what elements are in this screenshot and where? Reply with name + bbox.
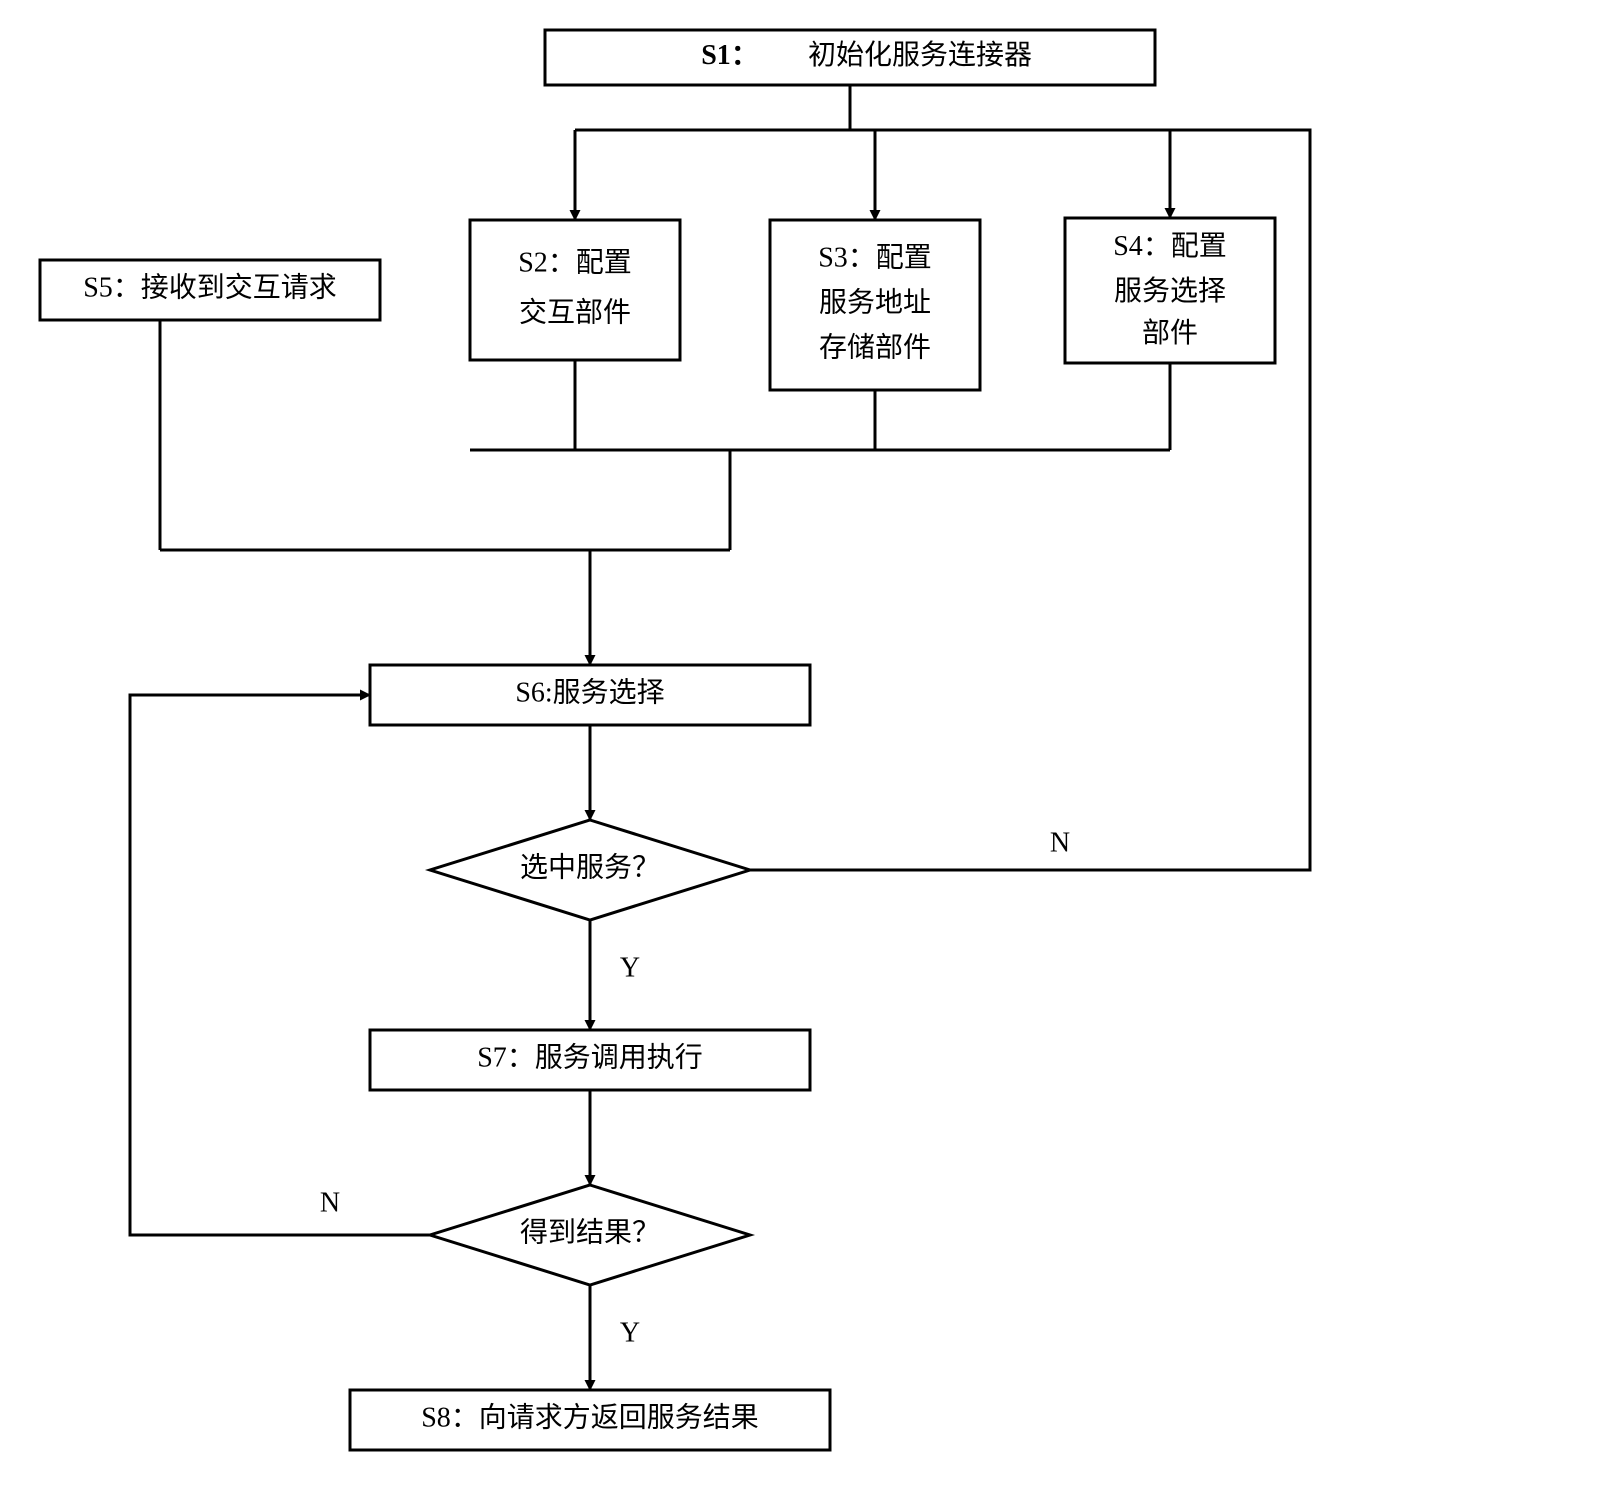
edge-label-d1-n: N	[1050, 827, 1070, 858]
node-text-s1: 初始化服务连接器	[808, 39, 1032, 71]
edge-label-d2-y: Y	[620, 1317, 640, 1348]
edge-label-d2-n: N	[320, 1187, 340, 1218]
node-text-s7: S7：服务调用执行	[477, 1041, 703, 1073]
node-text-s1: S1：	[701, 40, 759, 71]
node-text-s5: S5：接收到交互请求	[83, 271, 337, 303]
edge-d2-n	[130, 695, 430, 1235]
node-s6: S6:服务选择	[370, 665, 810, 725]
node-text-s4: 部件	[1142, 317, 1198, 349]
flowchart-canvas: N Y N Y S1： 初始化服务连接器 S2：配置交互部件 S3：配置服务地址存储部件 S4：…	[0, 0, 1618, 1498]
node-d2: 得到结果？	[430, 1185, 750, 1285]
node-text-s4: 服务选择	[1114, 275, 1226, 307]
node-s5: S5：接收到交互请求	[40, 260, 380, 320]
node-d1: 选中服务？	[430, 820, 750, 920]
node-s8: S8：向请求方返回服务结果	[350, 1390, 830, 1450]
node-text-s3: S3：配置	[818, 242, 932, 273]
node-text-s8: S8：向请求方返回服务结果	[421, 1401, 759, 1433]
node-text-s2: 交互部件	[519, 296, 631, 328]
node-text-s2: S2：配置	[518, 247, 632, 278]
node-text-s3: 存储部件	[819, 331, 931, 363]
node-s1: S1： 初始化服务连接器	[545, 30, 1155, 85]
node-s2: S2：配置交互部件	[470, 220, 680, 360]
node-text-d2: 得到结果？	[520, 1216, 660, 1248]
node-text-d1: 选中服务？	[520, 851, 660, 883]
edge-label-d1-y: Y	[620, 952, 640, 983]
node-s7: S7：服务调用执行	[370, 1030, 810, 1090]
node-text-s6: S6:服务选择	[515, 676, 664, 708]
node-s4: S4：配置服务选择部件	[1065, 218, 1275, 363]
node-text-s3: 服务地址	[819, 286, 931, 318]
node-text-s4: S4：配置	[1113, 231, 1227, 262]
node-s3: S3：配置服务地址存储部件	[770, 220, 980, 390]
